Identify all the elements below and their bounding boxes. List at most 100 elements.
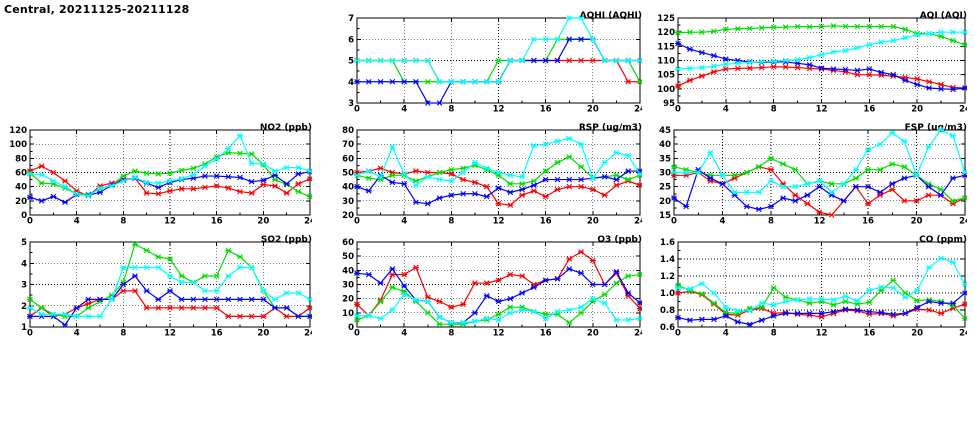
x-tick-label: 16: [211, 329, 223, 339]
series-marker-2: [38, 305, 45, 311]
series-marker-4: [62, 183, 68, 190]
x-tick-label: 16: [863, 329, 875, 339]
series-marker-3: [746, 321, 753, 328]
series-marker-4: [734, 60, 741, 67]
series-marker-4: [272, 296, 278, 303]
series-marker-3: [62, 199, 68, 206]
series-marker-3: [830, 308, 837, 315]
series-marker-3: [901, 175, 908, 181]
series-marker-4: [625, 57, 632, 64]
series-marker-4: [401, 57, 408, 64]
x-tick-label: 4: [74, 329, 80, 339]
series-marker-4: [866, 42, 873, 48]
series-marker-3: [625, 168, 632, 174]
series-marker-4: [830, 49, 837, 55]
series-marker-4: [483, 78, 490, 85]
plot-svg-o3: 010203040506004812162024: [342, 238, 642, 339]
series-marker-2: [792, 166, 799, 173]
series-marker-3: [828, 192, 835, 198]
x-tick-label: 0: [675, 105, 681, 115]
series-marker-4: [554, 36, 561, 43]
series-marker-3: [578, 270, 585, 276]
series-marker-4: [73, 190, 80, 197]
series-marker-2: [806, 23, 813, 30]
series-marker-1: [213, 305, 220, 311]
series-marker-3: [938, 300, 945, 306]
series-marker-2: [237, 150, 243, 157]
series-marker-4: [365, 57, 372, 64]
series-marker-4: [448, 178, 455, 184]
series-marker-3: [818, 310, 825, 317]
series-marker-2: [190, 165, 197, 172]
series-marker-2: [878, 23, 885, 30]
series-marker-3: [50, 193, 57, 200]
series-marker-2: [389, 284, 396, 291]
series-marker-4: [283, 290, 290, 296]
series-marker-3: [542, 176, 549, 183]
series-marker-3: [354, 270, 360, 276]
series-marker-4: [578, 141, 585, 147]
series-marker-4: [949, 132, 956, 139]
series-marker-2: [542, 168, 549, 174]
series-marker-4: [27, 305, 33, 311]
series-marker-2: [85, 305, 92, 311]
series-marker-3: [914, 81, 921, 88]
series-marker-3: [686, 46, 693, 52]
series-marker-3: [155, 184, 162, 191]
series-marker-4: [818, 52, 825, 58]
series-marker-4: [925, 144, 932, 150]
x-tick-label: 12: [493, 217, 505, 227]
series-marker-1: [424, 294, 431, 301]
series-marker-1: [854, 71, 861, 78]
series-marker-3: [925, 183, 932, 190]
series-marker-4: [178, 176, 185, 182]
series-marker-1: [675, 290, 681, 296]
series-marker-2: [854, 23, 861, 30]
series-marker-3: [937, 192, 944, 198]
series-marker-2: [412, 178, 419, 184]
series-marker-3: [542, 277, 549, 284]
y-tick-label: 0.8: [660, 306, 675, 316]
series-marker-3: [132, 273, 138, 279]
series-marker-2: [782, 24, 789, 30]
x-tick-label: 20: [911, 329, 923, 339]
series-marker-3: [167, 288, 173, 294]
series-marker-3: [27, 313, 33, 320]
series-marker-1: [155, 305, 162, 311]
series-marker-2: [806, 300, 813, 306]
plot-fsp: 15 20 25 30 35 40 45 0 4 8 12 16 20 24: [652, 124, 967, 229]
series-marker-2: [794, 23, 801, 30]
series-marker-1: [768, 166, 774, 173]
panel-title-no2: NO2 (ppb): [259, 123, 312, 133]
series-marker-2: [842, 23, 849, 30]
series-marker-3: [840, 198, 847, 204]
series-marker-4: [213, 156, 220, 162]
series-marker-3: [914, 304, 921, 311]
plot-aqhi: 3 4 5 6 7 0 4 8 12 16 20 24: [337, 12, 642, 117]
series-marker-2: [683, 166, 690, 173]
series-marker-3: [601, 173, 608, 180]
series-marker-4: [758, 300, 765, 306]
series-marker-4: [120, 264, 127, 271]
series-marker-4: [770, 302, 777, 308]
x-tick-label: 24: [959, 329, 967, 339]
x-tick-label: 4: [401, 105, 407, 115]
series-marker-2: [671, 164, 677, 170]
series-marker-4: [950, 259, 957, 266]
series-marker-4: [424, 298, 431, 305]
series-marker-4: [530, 308, 537, 315]
series-marker-1: [295, 181, 302, 187]
series-marker-1: [637, 182, 642, 189]
series-marker-3: [295, 313, 302, 320]
y-tick-label: 20: [342, 211, 354, 221]
series-marker-3: [854, 307, 861, 313]
series-marker-3: [686, 317, 693, 323]
series-marker-4: [471, 78, 478, 85]
series-marker-4: [38, 311, 45, 318]
series-marker-4: [566, 15, 573, 21]
y-tick-label: 0: [348, 323, 354, 333]
panel-title-aqhi: AQHI (AQHI): [579, 11, 642, 21]
x-tick-label: 0: [671, 217, 677, 227]
series-marker-4: [755, 189, 762, 196]
series-marker-3: [272, 172, 278, 179]
